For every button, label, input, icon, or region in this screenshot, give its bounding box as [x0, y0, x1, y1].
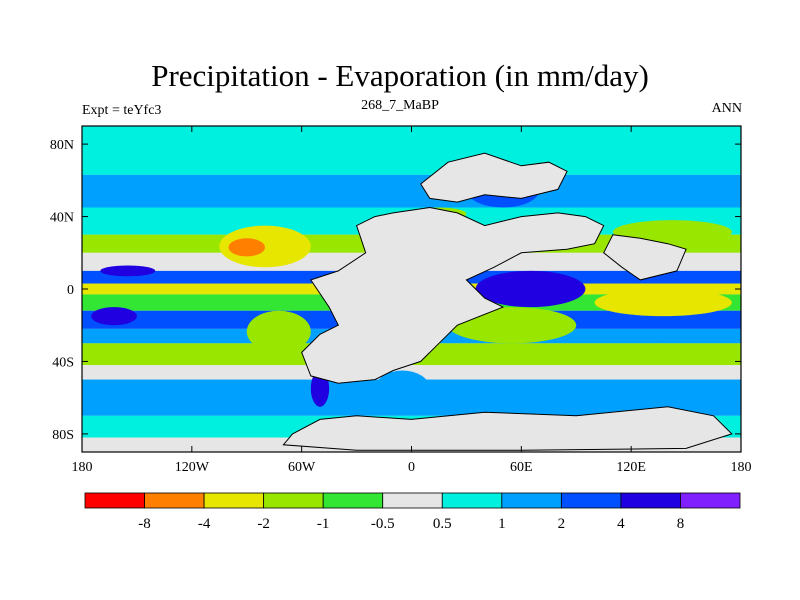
x-tick-label: 180: [72, 460, 93, 475]
field-contour: [91, 307, 137, 326]
field-contour: [612, 220, 732, 244]
colorbar-swatch: [382, 492, 443, 509]
chart-title: Precipitation - Evaporation (in mm/day): [151, 58, 649, 93]
colorbar-swatch: [84, 492, 145, 509]
field-band: [82, 174, 741, 208]
continent-east-asia: [603, 234, 687, 281]
field-contour: [100, 265, 156, 277]
x-tick-label: 60E: [510, 460, 533, 475]
colorbar-swatch: [203, 492, 265, 509]
colorbar-swatch: [560, 492, 622, 509]
field-band: [82, 126, 741, 175]
colorbar-swatch: [620, 492, 681, 509]
x-tick-label: 120W: [175, 460, 210, 475]
y-tick-label: 40N: [50, 211, 74, 226]
x-tick-label: 60W: [288, 460, 316, 475]
field-contour: [219, 225, 311, 268]
field-contour: [374, 370, 430, 407]
colorbar-label: 1: [498, 516, 506, 532]
y-tick-label: 80N: [50, 138, 74, 153]
continent-antarctica: [282, 406, 733, 451]
x-tick-label: 180: [731, 460, 752, 475]
season-label: ANN: [711, 101, 742, 116]
colorbar-label: -4: [198, 516, 211, 532]
x-tick-label: 120E: [616, 460, 646, 475]
colorbar-label: 8: [677, 516, 685, 532]
colorbar-label: -1: [317, 516, 330, 532]
continent-pangaea: [301, 206, 605, 384]
colorbar-swatch: [441, 492, 503, 509]
experiment-label: Expt = teYfc3: [82, 103, 162, 118]
colorbar-swatch: [144, 492, 205, 509]
colorbar-label: -8: [138, 516, 151, 532]
y-tick-label: 0: [67, 283, 74, 298]
colorbar-label: -2: [257, 516, 270, 532]
field-contour: [640, 343, 677, 362]
colorbar-swatch: [263, 492, 324, 509]
colorbar-swatch: [322, 492, 384, 509]
colorbar-label: -0.5: [371, 516, 395, 532]
colorbar-label: 2: [558, 516, 566, 532]
field-contour: [228, 238, 266, 257]
field-contour: [475, 270, 586, 308]
y-tick-label: 80S: [52, 428, 74, 443]
colorbar-label: 4: [617, 516, 625, 532]
continent-north-asia: [420, 152, 568, 203]
colorbar-swatch: [501, 492, 562, 509]
chart-subtitle: 268_7_MaBP: [361, 98, 439, 113]
field-contour: [246, 310, 311, 353]
colorbar-swatch: [680, 492, 741, 509]
colorbar-label: 0.5: [433, 516, 452, 532]
field-contour: [594, 289, 732, 317]
x-tick-label: 0: [408, 460, 415, 475]
y-tick-label: 40S: [52, 355, 74, 370]
